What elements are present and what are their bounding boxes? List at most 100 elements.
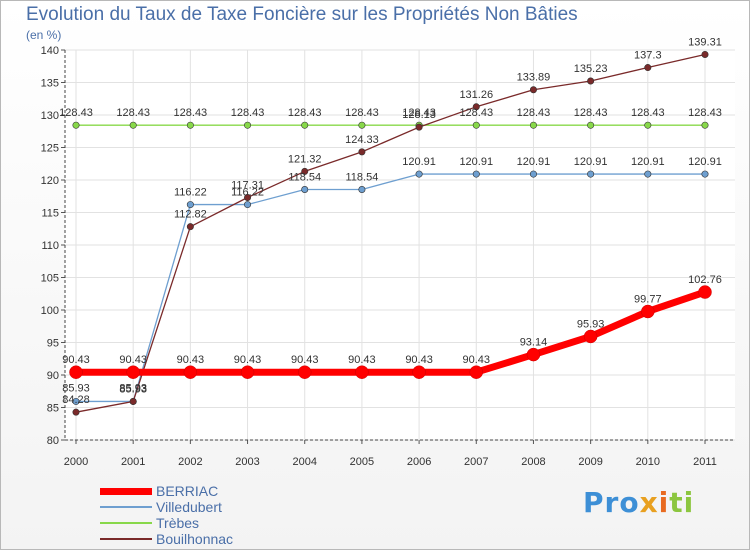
data-label-trbes: 128.43 xyxy=(459,107,493,119)
x-tick-label: 2003 xyxy=(235,456,259,468)
data-label-berriac: 90.43 xyxy=(234,354,262,366)
legend-label-villedubert: Villedubert xyxy=(156,499,222,515)
data-label-villedubert: 120.91 xyxy=(574,156,608,168)
data-point-berriac xyxy=(583,329,598,344)
data-point-bouilhonnac xyxy=(301,167,309,175)
data-point-trbes xyxy=(644,121,652,129)
data-point-berriac xyxy=(355,365,369,379)
proxiti-logo: Proxiti xyxy=(583,486,695,519)
legend-swatch-villedubert xyxy=(100,506,152,508)
y-tick-label: 85 xyxy=(47,403,59,415)
data-point-bouilhonnac xyxy=(587,77,595,85)
data-point-trbes xyxy=(472,121,480,129)
x-tick-label: 2009 xyxy=(578,456,602,468)
data-label-berriac: 90.43 xyxy=(463,354,491,366)
x-tick-label: 2001 xyxy=(121,456,145,468)
data-label-bouilhonnac: 131.26 xyxy=(459,89,493,101)
legend-label-trebes: Trèbes xyxy=(156,515,200,531)
data-label-trbes: 128.43 xyxy=(517,107,551,119)
data-label-berriac: 90.43 xyxy=(405,354,433,366)
data-label-villedubert: 118.54 xyxy=(345,171,378,183)
data-label-bouilhonnac: 133.89 xyxy=(517,72,551,84)
chart-title: Evolution du Taux de Taxe Foncière sur l… xyxy=(26,4,578,25)
data-point-bouilhonnac xyxy=(415,123,423,131)
data-label-trbes: 128.43 xyxy=(631,107,665,119)
data-point-berriac xyxy=(698,285,712,299)
data-label-berriac: 90.43 xyxy=(62,354,90,366)
y-axis-unit: (en %) xyxy=(26,28,62,42)
data-point-trbes xyxy=(72,121,80,129)
data-point-berriac xyxy=(412,365,426,379)
data-label-bouilhonnac: 124.33 xyxy=(345,134,379,146)
x-tick-label: 2004 xyxy=(292,456,316,468)
data-label-berriac: 90.43 xyxy=(348,354,376,366)
data-point-berriac xyxy=(240,365,255,379)
data-point-trbes xyxy=(301,121,309,129)
data-point-bouilhonnac xyxy=(72,408,80,416)
data-point-berriac xyxy=(69,365,83,379)
legend-item-villedubert: Villedubert xyxy=(100,499,300,516)
data-label-trbes: 128.43 xyxy=(574,107,608,119)
x-tick-label: 2002 xyxy=(178,456,202,468)
x-tick-label: 2010 xyxy=(636,456,660,468)
data-point-bouilhonnac xyxy=(129,397,137,405)
data-label-berriac: 90.43 xyxy=(177,354,205,366)
legend-item-bouilhonnac: Bouilhonnac xyxy=(100,531,300,548)
y-tick-label: 140 xyxy=(41,45,59,57)
data-point-villedubert xyxy=(358,185,366,193)
data-point-villedubert xyxy=(72,397,80,405)
data-label-bouilhonnac: 112.82 xyxy=(174,209,207,221)
y-tick-label: 135 xyxy=(41,78,59,90)
data-label-berriac: 95.93 xyxy=(577,318,605,330)
data-point-villedubert xyxy=(186,201,194,209)
data-label-berriac: 90.43 xyxy=(291,354,319,366)
y-tick-label: 120 xyxy=(41,175,59,187)
data-label-berriac: 99.77 xyxy=(634,293,662,305)
data-label-bouilhonnac: 85.93 xyxy=(119,383,147,395)
x-tick-label: 2011 xyxy=(693,456,717,468)
data-point-villedubert xyxy=(244,201,252,209)
series-line-bouilhonnac xyxy=(75,53,706,413)
data-label-villedubert: 120.91 xyxy=(517,156,551,168)
data-point-trbes xyxy=(701,121,709,129)
y-tick-label: 80 xyxy=(47,435,59,447)
y-tick-label: 130 xyxy=(41,110,59,122)
x-tick-label: 2008 xyxy=(521,456,545,468)
data-point-berriac xyxy=(526,347,541,362)
data-point-bouilhonnac xyxy=(244,193,252,201)
data-point-berriac xyxy=(641,304,655,319)
data-label-trbes: 128.43 xyxy=(402,107,436,119)
data-label-trbes: 128.43 xyxy=(688,107,722,119)
data-label-bouilhonnac: 117.31 xyxy=(231,179,264,191)
y-tick-label: 110 xyxy=(41,240,59,252)
data-label-villedubert: 120.91 xyxy=(631,156,665,168)
series-line-berriac xyxy=(76,288,707,376)
data-label-villedubert: 120.91 xyxy=(402,156,436,168)
legend-label-berriac: BERRIAC xyxy=(156,483,219,499)
data-label-bouilhonnac: 84.28 xyxy=(62,394,90,406)
data-point-bouilhonnac xyxy=(644,64,652,72)
data-point-trbes xyxy=(186,121,194,129)
data-label-bouilhonnac: 121.32 xyxy=(288,153,322,165)
data-label-berriac: 102.76 xyxy=(688,274,722,286)
data-label-bouilhonnac: 139.31 xyxy=(688,36,722,48)
data-label-berriac: 93.14 xyxy=(520,337,548,349)
data-label-trbes: 128.43 xyxy=(231,107,265,119)
legend-swatch-trebes xyxy=(100,522,152,524)
data-label-villedubert: 85.93 xyxy=(119,382,147,394)
data-point-bouilhonnac xyxy=(358,148,366,156)
data-point-trbes xyxy=(587,121,595,129)
data-label-trbes: 128.43 xyxy=(116,107,150,119)
y-tick-label: 105 xyxy=(41,273,59,285)
y-tick-label: 90 xyxy=(47,370,59,382)
data-label-villedubert: 116.22 xyxy=(231,187,264,199)
legend-swatch-berriac xyxy=(100,488,152,495)
data-label-trbes: 128.43 xyxy=(174,107,208,119)
data-label-villedubert: 120.91 xyxy=(459,156,493,168)
y-tick-label: 100 xyxy=(41,305,59,317)
data-label-berriac: 90.43 xyxy=(119,354,147,366)
data-point-berriac xyxy=(183,365,198,379)
data-point-berriac xyxy=(126,365,140,379)
x-tick-label: 2007 xyxy=(464,456,488,468)
